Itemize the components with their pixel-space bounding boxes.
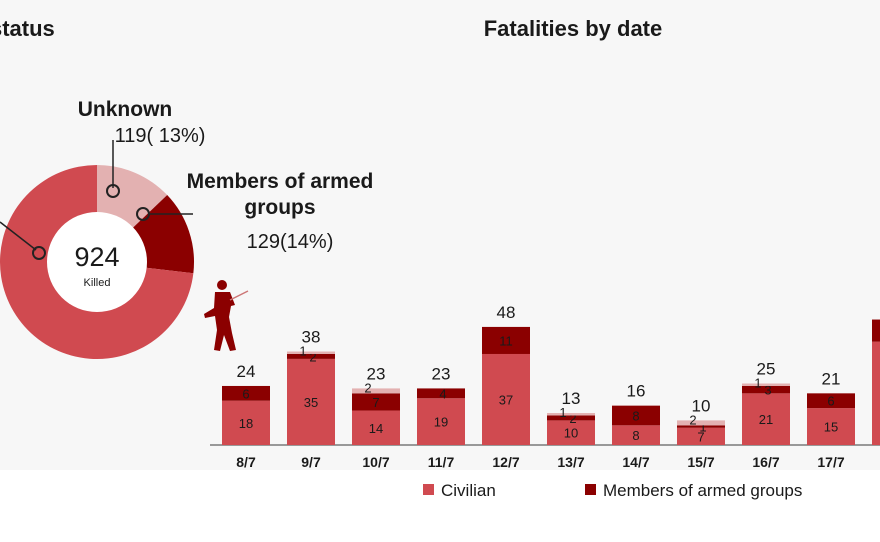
bar-segment-armed: [872, 319, 880, 342]
bar-value-label: 1: [699, 420, 706, 435]
bar-segment-armed: [352, 393, 400, 411]
unknown-label: Unknown: [78, 98, 173, 121]
bar-segment-civilian: [482, 353, 530, 445]
total-killed-label: Killed: [84, 277, 111, 289]
bar-segment-unknown: [287, 351, 335, 354]
bar-value-label: 15: [824, 420, 838, 435]
bar-value-label: 19: [434, 415, 448, 430]
bar-total-label: 24: [237, 362, 256, 381]
bar-total-label: 21: [822, 369, 841, 388]
legend-label-civilian: Civilian: [441, 481, 496, 500]
donut-hole: [47, 212, 147, 312]
bar-segment-civilian: [612, 425, 660, 445]
bar-total-label: 48: [497, 303, 516, 322]
bar-value-label: 37: [499, 392, 513, 407]
bar-total-label: 13: [562, 389, 581, 408]
bar-series: 186248/73521389/714722310/71942311/73711…: [222, 303, 880, 470]
bar-total-label: 16: [627, 382, 646, 401]
bar-total-label: 23: [367, 364, 386, 383]
bar-title: Fatalities by date: [484, 16, 663, 41]
bar-value-label: 1: [299, 344, 306, 359]
bar-segment-armed: [222, 385, 270, 401]
bar-segment-armed: [482, 326, 530, 354]
bar-segment-civilian: [287, 358, 335, 445]
unknown-marker: [106, 184, 120, 198]
bar-value-label: 2: [309, 349, 316, 364]
bar-total-label: 38: [302, 328, 321, 347]
bar-segment-armed: [287, 353, 335, 359]
bar-value-label: 6: [242, 386, 249, 401]
bar-value-label: 1: [559, 405, 566, 420]
bar-value-label: 11: [499, 333, 513, 348]
x-tick-label: 14/7: [622, 454, 649, 470]
soldier-icon: [204, 280, 249, 351]
bar-value-label: 18: [239, 416, 253, 431]
bar-segment-civilian: [222, 400, 270, 445]
armed-marker: [136, 207, 150, 221]
bar-value-label: 3: [764, 383, 771, 398]
bar-value-label: 2: [569, 411, 576, 426]
bar-total-label: 25: [757, 360, 776, 379]
armed-label-line1: Members of armed: [187, 170, 374, 193]
bar-segment-civilian: [352, 410, 400, 445]
legend-swatch-armed: [585, 484, 596, 495]
bar-total-label: 23: [432, 364, 451, 383]
bar-segment-armed: [612, 405, 660, 426]
bar-value-label: 1: [754, 376, 761, 391]
x-tick-label: 9/7: [301, 454, 321, 470]
bar-segment-civilian: [807, 408, 855, 445]
x-tick-label: 11/7: [428, 454, 455, 470]
armed-label-line2: groups: [244, 196, 315, 219]
bar-value-label: 2: [364, 380, 371, 395]
bar-segment-armed: [547, 415, 595, 421]
x-tick-label: 17/7: [817, 454, 844, 470]
x-tick-label: 15/7: [687, 454, 714, 470]
pie-title: status: [0, 16, 55, 41]
bar-value-label: 8: [632, 428, 639, 443]
total-killed-value: 924: [74, 242, 119, 272]
bar-value-label: 6: [827, 394, 834, 409]
x-tick-label: 8/7: [236, 454, 256, 470]
bar-segment-civilian: [417, 398, 465, 445]
civilian-marker: [32, 246, 46, 260]
bar-total-label: 10: [692, 396, 711, 415]
bar-value-label: 8: [632, 408, 639, 423]
armed-value: 129(14%): [247, 231, 334, 253]
bar-segment-civilian: [677, 427, 725, 445]
legend-label-armed: Members of armed groups: [603, 481, 802, 500]
x-tick-label: 12/7: [492, 454, 519, 470]
bar-segment-armed: [742, 385, 790, 394]
bar-value-label: 2: [689, 412, 696, 427]
legend-swatch-civilian: [423, 484, 434, 495]
bar-segment-unknown: [677, 420, 725, 426]
bar-segment-unknown: [352, 388, 400, 394]
bar-value-label: 7: [372, 395, 379, 410]
x-tick-label: 13/7: [557, 454, 584, 470]
bar-segment-civilian: [547, 420, 595, 445]
legend-background: [0, 470, 880, 542]
bar-value-label: 21: [759, 412, 773, 427]
x-tick-label: 16/7: [752, 454, 779, 470]
unknown-value: 119( 13%): [115, 125, 206, 147]
bar-segment-armed: [677, 425, 725, 428]
bar-value-label: 14: [369, 421, 383, 436]
bar-segment-civilian: [872, 341, 880, 445]
bar-segment-unknown: [742, 383, 790, 386]
x-tick-label: 10/7: [362, 454, 389, 470]
bar-segment-armed: [807, 393, 855, 409]
bar-value-label: 4: [439, 386, 446, 401]
bar-segment-civilian: [742, 393, 790, 445]
bar-value-label: 7: [697, 429, 704, 444]
bar-value-label: 35: [304, 395, 318, 410]
bar-value-label: 10: [564, 426, 578, 441]
bar-segment-unknown: [547, 413, 595, 416]
bar-segment-armed: [417, 388, 465, 399]
civilian-leader-line: [0, 221, 37, 251]
